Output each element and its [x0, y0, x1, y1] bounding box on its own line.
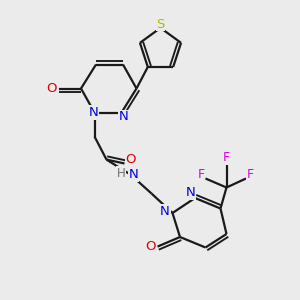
Text: O: O — [125, 153, 136, 167]
Text: H: H — [116, 167, 125, 180]
Text: N: N — [129, 168, 138, 181]
Text: N: N — [119, 110, 129, 124]
Text: F: F — [197, 168, 205, 182]
Text: N: N — [89, 106, 99, 119]
Text: F: F — [247, 168, 254, 182]
Text: N: N — [186, 186, 195, 199]
Text: F: F — [223, 151, 230, 164]
Text: O: O — [47, 82, 57, 95]
Text: O: O — [146, 240, 156, 253]
Text: N: N — [160, 205, 170, 218]
Text: S: S — [156, 18, 165, 31]
